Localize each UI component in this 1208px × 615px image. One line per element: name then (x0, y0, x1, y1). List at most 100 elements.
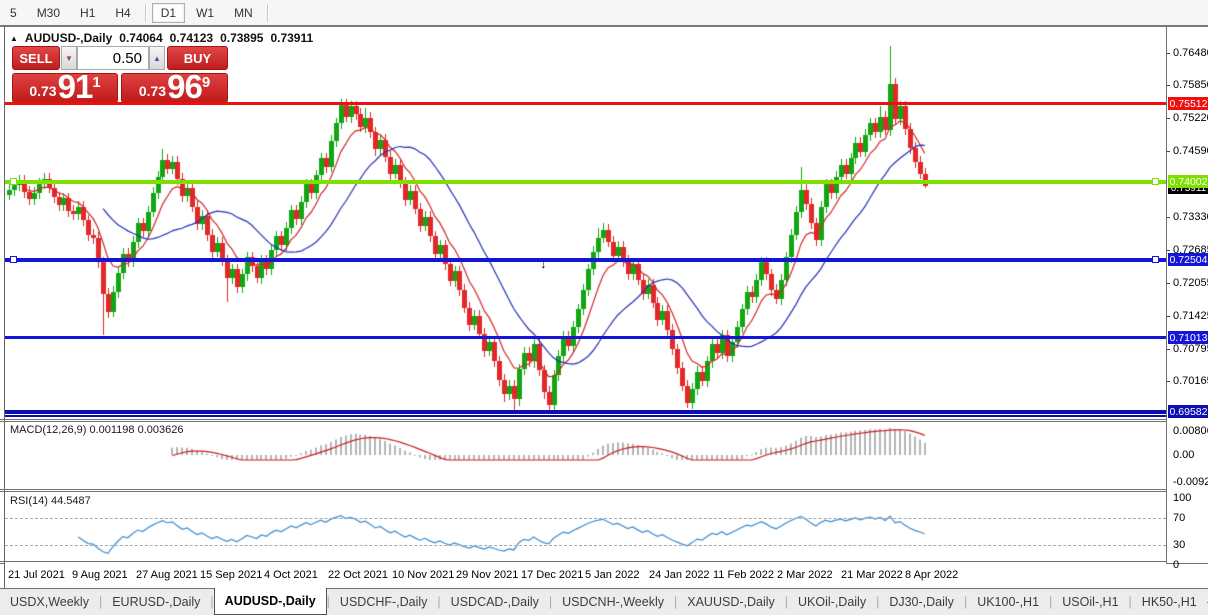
price-axis-label: 0.72685 (1173, 244, 1208, 256)
tab-separator: | (1049, 595, 1053, 609)
sell-price-prefix: 0.73 (29, 83, 57, 99)
tab-usdcad-daily[interactable]: USDCAD-,Daily (450, 595, 539, 609)
macd-axis-label: 0.008061 (1173, 425, 1208, 437)
hline-resistance-red[interactable] (5, 102, 1166, 105)
tab-usdx-weekly[interactable]: USDX,Weekly (10, 595, 89, 609)
buy-price-prefix: 0.73 (138, 83, 167, 99)
macd-axis-label: -0.009286 (1173, 476, 1208, 488)
hline-support-blue-1-handle[interactable] (1152, 256, 1159, 263)
buy-price-button[interactable]: 0.73 96 9 (121, 70, 228, 103)
date-axis-label: 10 Nov 2021 (392, 569, 455, 581)
date-axis-label: 8 Apr 2022 (905, 569, 959, 581)
rsi-indicator-label: RSI(14) 44.5487 (10, 495, 91, 507)
price-tick (1167, 349, 1170, 350)
timeframe-button-5[interactable]: 5 (10, 5, 17, 20)
hline-level-green-handle[interactable] (1152, 178, 1159, 185)
open-value: 0.74064 (119, 31, 163, 45)
lot-increase-button[interactable]: ▲ (149, 46, 165, 70)
rsi-level-70 (5, 518, 1166, 519)
timeframe-button-m30[interactable]: M30 (36, 5, 61, 20)
tab-dj30-daily[interactable]: DJ30-,Daily (889, 595, 954, 609)
timeframe-toolbar: 5 M30 H1 H4 D1 W1 MN (0, 0, 1208, 27)
tab-separator: | (98, 595, 103, 609)
sell-price-button[interactable]: 0.73 91 1 (12, 70, 118, 103)
tab-xauusd-daily[interactable]: XAUUSD-,Daily (687, 595, 775, 609)
pane-separator (0, 421, 1208, 422)
tab-eurusd-daily[interactable]: EURUSD-,Daily (112, 595, 201, 609)
tab-separator: | (784, 595, 789, 609)
tab-separator: | (326, 595, 330, 609)
tab-ukoil-daily[interactable]: UKOil-,Daily (798, 595, 867, 609)
price-axis-label: 0.70165 (1173, 375, 1208, 387)
tab-scroll-left-icon[interactable]: ◂ (1207, 597, 1208, 608)
date-axis-label: 29 Nov 2021 (456, 569, 519, 581)
macd-axis-label: 0.00 (1173, 449, 1195, 461)
lot-decrease-button[interactable]: ▼ (61, 46, 77, 70)
tab-separator: | (210, 595, 214, 609)
timeframe-button-mn[interactable]: MN (234, 5, 253, 20)
date-axis-label: 21 Mar 2022 (841, 569, 903, 581)
date-axis-label: 17 Dec 2021 (521, 569, 584, 581)
chevron-up-icon: ▲ (153, 53, 161, 63)
price-tick (1167, 151, 1170, 152)
hline-support-blue-1-handle[interactable] (10, 256, 17, 263)
hline-level-green-handle[interactable] (10, 178, 17, 185)
rsi-axis-label: 100 (1173, 492, 1192, 504)
price-badge-support-blue-1: 0.72504 (1168, 253, 1208, 266)
toolbar-separator (144, 3, 147, 22)
price-tick (1167, 316, 1170, 317)
price-axis-label: 0.70795 (1173, 343, 1208, 355)
buy-button[interactable]: BUY (167, 46, 228, 70)
tab-separator: | (437, 595, 441, 609)
tab-audusd-daily[interactable]: AUDUSD-,Daily (213, 588, 327, 615)
rsi-axis-label: 30 (1173, 539, 1186, 551)
date-axis-label: 2 Mar 2022 (777, 569, 833, 581)
timeframe-button-h1[interactable]: H1 (80, 5, 96, 20)
pane-separator (0, 561, 1208, 562)
price-badge-support-blue-2: 0.71013 (1168, 331, 1208, 344)
timeframe-button-w1[interactable]: W1 (196, 5, 215, 20)
price-tick (1167, 118, 1170, 119)
down-arrow-object[interactable]: ↓ (540, 256, 547, 271)
chart-plot-area[interactable] (5, 27, 1166, 563)
chevron-down-icon: ▼ (65, 53, 73, 63)
price-badge-resistance-red: 0.75512 (1168, 97, 1208, 110)
hline-support-blue-1[interactable] (5, 258, 1166, 262)
hline-support-blue-2[interactable] (5, 336, 1166, 339)
tab-hk50-h1[interactable]: HK50-,H1 (1141, 595, 1197, 609)
macd-indicator-label: MACD(12,26,9) 0.001198 0.003626 (10, 424, 184, 436)
hline-support-navy[interactable] (5, 410, 1166, 414)
timeframe-button-h4[interactable]: H4 (115, 5, 131, 20)
close-value: 0.73911 (270, 31, 314, 45)
price-badge-support-navy: 0.69582 (1168, 405, 1208, 418)
price-tick (1167, 217, 1170, 218)
date-axis-label: 15 Sep 2021 (200, 569, 263, 581)
date-axis-label: 11 Feb 2022 (713, 569, 774, 581)
hline-support-navy-second (5, 415, 1166, 417)
sell-button[interactable]: SELL (12, 46, 60, 70)
symbol-period-label: AUDUSD-,Daily (24, 31, 113, 45)
price-axis: 0.73911 0.75512 0.74002 0.72504 0.71013 0.695… (1166, 27, 1208, 571)
price-axis-label: 0.72055 (1173, 277, 1208, 289)
date-axis-label: 9 Aug 2021 (72, 569, 128, 581)
tab-usdcnh-weekly[interactable]: USDCNH-,Weekly (562, 595, 664, 609)
tab-usdchf-daily[interactable]: USDCHF-,Daily (339, 595, 428, 609)
toolbar-separator (266, 3, 269, 22)
lot-size-input[interactable]: 0.50 (77, 46, 149, 70)
timeframe-button-d1[interactable]: D1 (151, 2, 186, 23)
rsi-level-30 (5, 545, 1166, 546)
pane-separator (0, 491, 1208, 492)
low-value: 0.73895 (220, 31, 264, 45)
tab-usoil-h1[interactable]: USOil-,H1 (1062, 595, 1119, 609)
price-tick (1167, 283, 1170, 284)
sell-price-pipette: 1 (92, 74, 101, 91)
tab-uk100-h1[interactable]: UK100-,H1 (977, 595, 1040, 609)
buy-price-pipette: 9 (201, 74, 211, 91)
tab-separator: | (1128, 595, 1132, 609)
tab-separator: | (674, 595, 678, 609)
pane-separator (0, 489, 1208, 490)
hline-level-green[interactable] (5, 180, 1166, 184)
